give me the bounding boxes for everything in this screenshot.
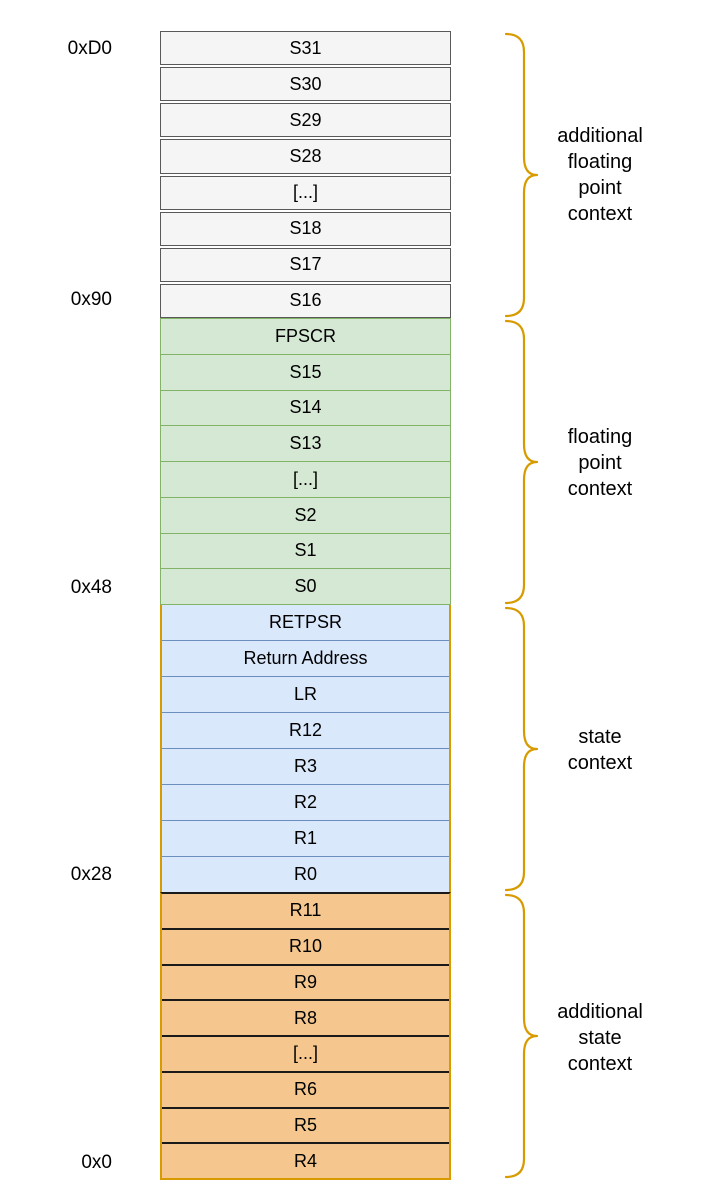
stack-cell-r6: R6 bbox=[162, 1070, 449, 1107]
stack-cell-ellipsis-fp-low: [...] bbox=[161, 461, 450, 497]
brace-path bbox=[504, 319, 539, 605]
label-additional-state-context: additional state context bbox=[557, 1001, 643, 1075]
brace-floating-point-context bbox=[504, 319, 539, 605]
stack-cell-ellipsis-fp: [...] bbox=[160, 175, 451, 210]
stack-cell-s18: S18 bbox=[160, 211, 451, 246]
stack-cell-r0: R0 bbox=[162, 856, 449, 892]
brace-path bbox=[504, 893, 539, 1179]
stack-cell-s29: S29 bbox=[160, 103, 451, 138]
address-label-0x48: 0x48 bbox=[70, 577, 112, 598]
stack-cell-r4: R4 bbox=[162, 1142, 449, 1178]
address-label-0x0: 0x0 bbox=[81, 1152, 112, 1173]
group-additional-state-context: R11 R10 R9 R8 [...] R6 R5 R4 bbox=[160, 892, 451, 1180]
group-state-context: RETPSR Return Address LR R12 R3 R2 R1 R0 bbox=[160, 605, 451, 892]
stack-cell-s31: S31 bbox=[160, 31, 451, 66]
address-label-0x90: 0x90 bbox=[70, 289, 112, 310]
stack-cell-s28: S28 bbox=[160, 139, 451, 174]
stack-cell-r11: R11 bbox=[289, 900, 322, 921]
label-additional-floating-point-context: additional floating point context bbox=[557, 125, 643, 225]
stack-cell-r8: R8 bbox=[162, 999, 449, 1035]
brace-additional-floating-point-context bbox=[504, 32, 539, 318]
stack-cell-r1: R1 bbox=[162, 820, 449, 856]
stack-cell-s14: S14 bbox=[161, 389, 450, 426]
stack-cell-s13: S13 bbox=[161, 425, 450, 461]
stack-cell-lr: LR bbox=[162, 676, 449, 712]
group-additional-floating-point-context: S31 S30 S29 S28 [...] S18 S17 S16 bbox=[160, 31, 451, 318]
group-floating-point-context: FPSCR S15 S14 S13 [...] S2 S1 S0 bbox=[160, 318, 451, 605]
stack-cell-r10: R10 bbox=[162, 927, 449, 964]
stack-cell-r5: R5 bbox=[162, 1106, 449, 1143]
brace-additional-state-context bbox=[504, 893, 539, 1179]
stack-cell-ellipsis-state: [...] bbox=[162, 1035, 449, 1071]
stack-cell-fpscr: FPSCR bbox=[274, 325, 336, 346]
stack-cell-r3: R3 bbox=[162, 748, 449, 784]
stack-cell-r2: R2 bbox=[162, 784, 449, 820]
address-label-0x28: 0x28 bbox=[70, 864, 112, 885]
brace-state-context bbox=[504, 606, 539, 892]
label-state-context: state context bbox=[567, 726, 633, 774]
stack-cell-s0: S0 bbox=[161, 568, 450, 604]
stack-cell-r12: R12 bbox=[162, 712, 449, 748]
stack-cell-s1: S1 bbox=[161, 532, 450, 569]
stack-cell-r9: R9 bbox=[162, 963, 449, 1000]
stack-cell-s2: S2 bbox=[161, 496, 450, 533]
brace-path bbox=[504, 32, 539, 318]
address-label-0xd0: 0xD0 bbox=[67, 38, 112, 59]
brace-path bbox=[504, 606, 539, 892]
label-floating-point-context: floating point context bbox=[567, 426, 633, 500]
stack-cell-return-address: Return Address bbox=[162, 640, 449, 676]
stack-cell-s16: S16 bbox=[160, 283, 451, 318]
stack-cell-s30: S30 bbox=[160, 67, 451, 102]
stack-cell-s17: S17 bbox=[160, 247, 451, 282]
stack-cell-s15: S15 bbox=[161, 353, 450, 390]
register-stack: S31 S30 S29 S28 [...] S18 S17 S16 FPSCR … bbox=[160, 31, 451, 1180]
stack-cell-retpsr: RETPSR bbox=[268, 612, 342, 632]
